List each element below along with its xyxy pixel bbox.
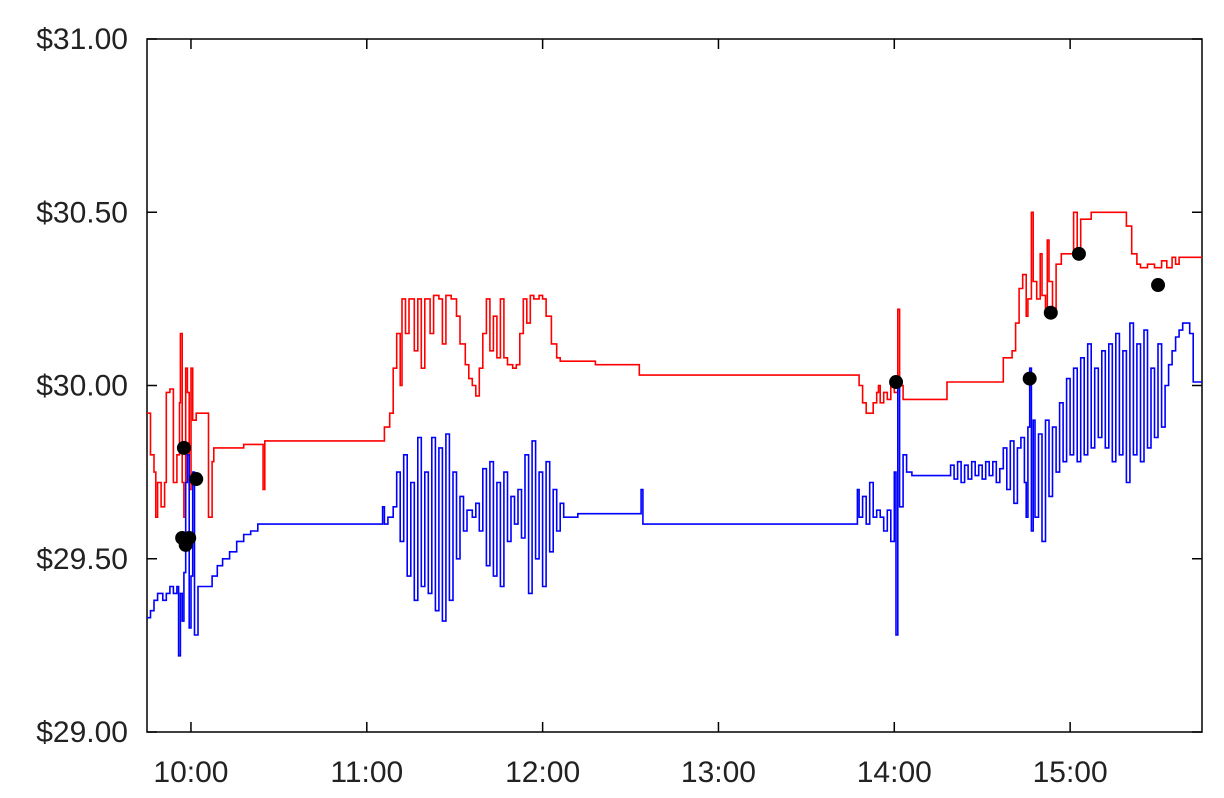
y-tick-label: $31.00 (36, 23, 128, 56)
y-tick-label: $30.00 (36, 370, 128, 403)
markers-layer (175, 246, 1166, 552)
x-tick-label: 15:00 (1033, 756, 1108, 789)
series-line-2 (147, 322, 1202, 657)
y-tick-label: $29.00 (36, 716, 128, 749)
x-tick-label: 14:00 (857, 756, 932, 789)
y-tick-label: $30.50 (36, 196, 128, 229)
trade-marker (889, 375, 904, 390)
axes (147, 38, 1202, 733)
trade-marker (176, 440, 191, 455)
trade-marker (1043, 305, 1058, 320)
trade-marker (1071, 246, 1086, 261)
trade-marker (189, 472, 204, 487)
x-tick-label: 13:00 (681, 756, 756, 789)
trade-marker (1022, 371, 1037, 386)
tick-labels: $29.00 $29.50 $30.00 $30.50 $31.00 10:00 11:00… (36, 23, 1107, 789)
trade-marker (1151, 278, 1166, 293)
y-tick-label: $29.50 (36, 543, 128, 576)
x-tick-label: 12:00 (505, 756, 580, 789)
x-tick-label: 10:00 (153, 756, 228, 789)
trade-marker (182, 530, 197, 545)
plot-frame (146, 38, 1203, 733)
x-tick-label: 11:00 (330, 756, 403, 789)
